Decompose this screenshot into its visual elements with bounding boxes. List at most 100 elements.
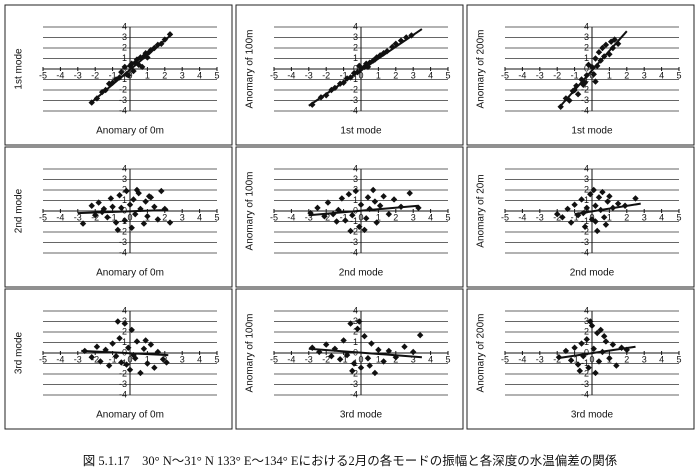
y-tick-label: 4 <box>122 21 127 31</box>
point <box>112 219 120 226</box>
x-tick-label: -3 <box>536 70 544 80</box>
y-axis-label: Anomary of 100m <box>245 30 256 109</box>
point <box>128 326 135 334</box>
x-tick-label: -2 <box>553 354 561 364</box>
y-tick-label: -1 <box>581 358 589 368</box>
x-tick-label: 2 <box>162 212 167 222</box>
x-tick-label: -4 <box>518 70 526 80</box>
point <box>345 191 353 198</box>
y-axis-label: Anomary of 20m <box>476 174 487 247</box>
y-tick-label: -2 <box>350 368 358 378</box>
point <box>590 71 597 78</box>
x-tick-label: -3 <box>536 212 544 222</box>
point <box>361 226 368 234</box>
point <box>88 354 95 361</box>
y-tick-label: 4 <box>353 163 358 173</box>
point <box>109 340 116 347</box>
y-tick-label: 4 <box>584 305 589 315</box>
point <box>158 187 165 195</box>
point <box>137 369 144 377</box>
point <box>126 201 134 208</box>
x-tick-label: 3 <box>411 354 416 364</box>
y-tick-label: 3 <box>584 174 589 184</box>
x-axis-label: Anomary of 0m <box>96 126 164 137</box>
x-tick-label: 0 <box>358 70 363 80</box>
point <box>118 204 125 212</box>
x-tick-label: 5 <box>214 354 219 364</box>
point <box>109 203 116 210</box>
point <box>562 347 570 355</box>
y-tick-label: 3 <box>122 174 127 184</box>
x-tick-label: -3 <box>74 212 82 222</box>
trend-line <box>574 202 641 216</box>
y-axis-label: 3rd mode <box>14 331 25 374</box>
x-tick-label: 4 <box>428 70 433 80</box>
point <box>335 206 342 214</box>
y-tick-label: -4 <box>119 247 127 257</box>
x-tick-label: -2 <box>553 70 561 80</box>
point <box>594 227 601 235</box>
x-tick-label: 5 <box>445 70 450 80</box>
point <box>389 43 396 51</box>
y-axis-label: Anomary of 200m <box>476 314 487 393</box>
point <box>357 364 365 371</box>
point <box>145 193 153 200</box>
y-tick-label: 3 <box>353 316 358 326</box>
x-tick-label: -5 <box>270 70 278 80</box>
panel-frame <box>4 4 233 146</box>
point <box>567 219 575 226</box>
caption: 図 5.1.17 30° N～31° N 133° E～134° Eにおける2月… <box>83 453 618 468</box>
point <box>587 318 594 325</box>
x-axis-label: 1st mode <box>340 126 382 137</box>
x-tick-label: 3 <box>180 70 185 80</box>
point <box>140 220 148 227</box>
point <box>588 322 596 329</box>
y-tick-label: -4 <box>350 389 358 399</box>
point <box>357 201 365 208</box>
point <box>371 198 379 205</box>
point <box>338 195 346 202</box>
x-tick-label: -1 <box>571 212 579 222</box>
point <box>592 55 599 62</box>
y-tick-label: -3 <box>350 237 358 247</box>
y-tick-label: -3 <box>581 237 589 247</box>
point <box>364 194 372 201</box>
x-tick-label: 4 <box>428 212 433 222</box>
x-tick-label: -3 <box>305 354 313 364</box>
x-axis-label: 2nd mode <box>570 268 615 279</box>
x-axis-label: Anomary of 0m <box>96 268 164 279</box>
x-tick-label: 5 <box>214 212 219 222</box>
x-tick-label: -1 <box>340 354 348 364</box>
x-tick-label: 4 <box>197 354 202 364</box>
x-tick-label: 5 <box>676 70 681 80</box>
y-tick-label: 0 <box>122 205 127 215</box>
x-tick-label: 4 <box>659 212 664 222</box>
y-tick-label: -1 <box>350 74 358 84</box>
y-tick-label: -2 <box>119 368 127 378</box>
point <box>567 357 575 364</box>
panel-frame <box>235 288 464 430</box>
point <box>352 187 359 195</box>
x-tick-label: 1 <box>376 70 381 80</box>
x-tick-label: 5 <box>445 354 450 364</box>
point <box>599 44 606 52</box>
point <box>104 214 111 221</box>
y-tick-label: 4 <box>353 305 358 315</box>
point <box>390 196 398 203</box>
point <box>309 101 316 108</box>
point <box>100 205 108 213</box>
point <box>373 219 380 226</box>
y-tick-label: -3 <box>350 95 358 105</box>
panel-frame <box>466 4 695 146</box>
x-tick-label: -3 <box>536 354 544 364</box>
x-tick-label: -2 <box>91 70 99 80</box>
point <box>166 219 174 226</box>
y-tick-label: 4 <box>122 305 127 315</box>
y-tick-label: -4 <box>350 247 358 257</box>
x-tick-label: 2 <box>393 212 398 222</box>
y-tick-label: -1 <box>581 216 589 226</box>
y-tick-label: -2 <box>119 84 127 94</box>
